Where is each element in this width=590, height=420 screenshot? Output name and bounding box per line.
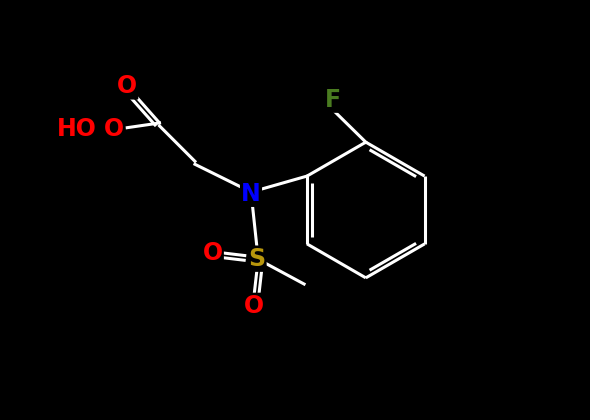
Text: O: O: [244, 294, 264, 318]
Text: O: O: [117, 74, 137, 98]
Text: O: O: [202, 241, 222, 265]
Text: HO: HO: [57, 117, 97, 141]
Text: N: N: [241, 182, 261, 206]
Text: F: F: [325, 88, 342, 112]
Text: S: S: [248, 247, 266, 270]
Text: O: O: [104, 117, 124, 141]
